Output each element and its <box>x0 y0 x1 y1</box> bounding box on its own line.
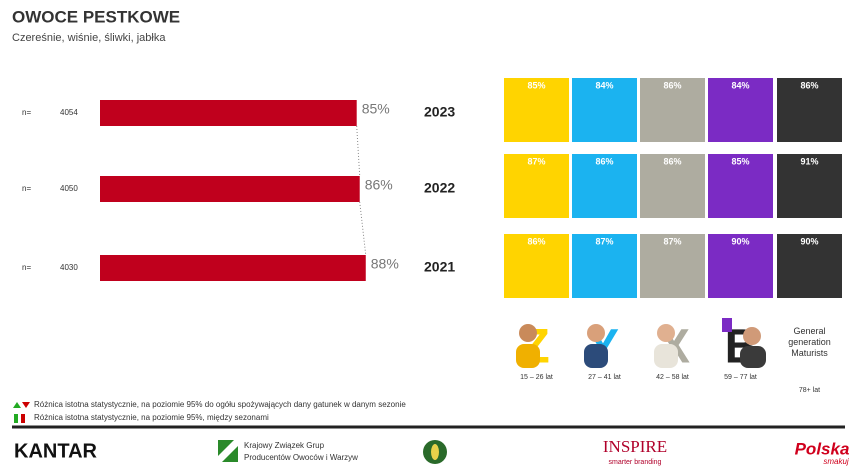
icons: Z Y X B <box>516 318 766 374</box>
tile-label: 86% <box>527 236 545 246</box>
age-label: 42 – 58 lat <box>656 374 689 381</box>
tile-label: 85% <box>731 156 749 166</box>
logo: Krajowy Związek Grup <box>244 441 325 450</box>
logo: INSPIRE <box>603 437 667 456</box>
tile-label: 86% <box>595 156 613 166</box>
n-value: 4050 <box>60 184 78 193</box>
tile <box>572 78 637 142</box>
age-label: 27 – 41 lat <box>588 374 621 381</box>
tile-label: 90% <box>800 236 818 246</box>
age-label: 15 – 26 lat <box>520 374 553 381</box>
tile <box>777 234 842 298</box>
connector <box>359 201 367 256</box>
tile-label: 91% <box>800 156 818 166</box>
tile <box>777 154 842 218</box>
note: Różnica istotna statystycznie, na poziom… <box>34 413 269 422</box>
tile-label: 87% <box>663 236 681 246</box>
category-label: 2023 <box>424 104 455 120</box>
n-value: 4030 <box>60 263 78 272</box>
tile <box>572 154 637 218</box>
tile-label: 90% <box>731 236 749 246</box>
tile <box>572 234 637 298</box>
tile <box>777 78 842 142</box>
tile-label: 85% <box>527 80 545 90</box>
connector <box>356 125 361 177</box>
n-label: n= <box>22 263 31 272</box>
tile <box>504 154 569 218</box>
value-label: 85% <box>362 101 390 117</box>
logo: KANTAR <box>14 440 98 462</box>
subtitle: Czereśnie, wiśnie, śliwki, jabłka <box>12 32 166 44</box>
logo: smakuj <box>823 457 849 466</box>
title: OWOCE PESTKOWE <box>12 7 180 26</box>
bar <box>100 100 357 126</box>
age-label: 59 – 77 lat <box>724 374 757 381</box>
category-label: 2021 <box>424 259 455 275</box>
bar <box>100 255 366 281</box>
footer: Różnica istotna statystycznie, na poziom… <box>12 400 849 466</box>
logo: Producentów Owoców i Warzyw <box>244 453 358 462</box>
generation-label: General generation Maturists <box>788 326 831 358</box>
tile-label: 86% <box>800 80 818 90</box>
tile <box>708 234 773 298</box>
value-label: 88% <box>371 256 399 272</box>
value-label: 86% <box>365 177 393 193</box>
tile <box>504 78 569 142</box>
logo: Polska <box>795 439 850 458</box>
tile <box>504 234 569 298</box>
n-value: 4054 <box>60 108 78 117</box>
tile-label: 87% <box>595 236 613 246</box>
tile-label: 86% <box>663 80 681 90</box>
logo: smarter branding <box>609 459 662 466</box>
tile-label: 86% <box>663 156 681 166</box>
note: Różnica istotna statystycznie, na poziom… <box>34 400 406 409</box>
category-label: 2022 <box>424 180 455 196</box>
tile-label: 87% <box>527 156 545 166</box>
tile-label: 84% <box>595 80 613 90</box>
tile <box>708 78 773 142</box>
tile-label: 84% <box>731 80 749 90</box>
tile <box>640 234 705 298</box>
n-label: n= <box>22 108 31 117</box>
n-label: n= <box>22 184 31 193</box>
tile <box>640 154 705 218</box>
tile <box>640 78 705 142</box>
tile <box>708 154 773 218</box>
age-label: 78+ lat <box>799 387 820 394</box>
bar <box>100 176 360 202</box>
